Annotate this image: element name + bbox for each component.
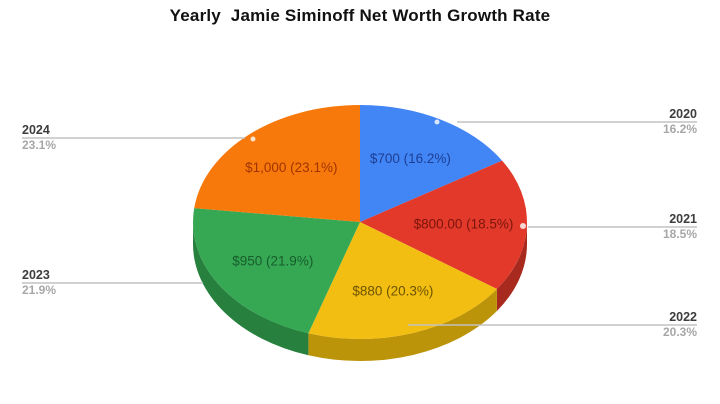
callout-year: 2023 bbox=[22, 268, 50, 282]
pie-slice-inner-label-2024: $1,000 (23.1%) bbox=[245, 160, 337, 175]
callout-2024: 2024 23.1% bbox=[22, 123, 56, 153]
chart-title: Yearly Jamie Siminoff Net Worth Growth R… bbox=[169, 6, 551, 25]
pie-slices bbox=[193, 105, 527, 340]
leader-lines bbox=[22, 121, 697, 326]
callout-2022: 2022 20.3% bbox=[663, 310, 697, 340]
sparkle-dot bbox=[188, 291, 194, 297]
callout-percent: 16.2% bbox=[662, 122, 697, 136]
callout-year: 2020 bbox=[669, 107, 697, 121]
pie-slice-side-2021 bbox=[496, 222, 527, 311]
callout-percent: 18.5% bbox=[662, 227, 697, 241]
pie-slice-2024 bbox=[194, 105, 360, 222]
pie-slice-inner-label-2020: $700 (16.2%) bbox=[370, 151, 451, 166]
pie-slice-2020 bbox=[360, 105, 503, 222]
pie-slice-2023 bbox=[193, 208, 360, 334]
pie-slice-inner-label-2022: $880 (20.3%) bbox=[352, 283, 433, 298]
callout-2021: 2021 18.5% bbox=[663, 212, 697, 242]
callout-year: 2022 bbox=[669, 310, 697, 324]
pie-slice-side-2023 bbox=[192, 222, 309, 356]
callout-year: 2021 bbox=[669, 212, 697, 226]
pie-slice-labels: $700 (16.2%) $800.00 (18.5%) $880 (20.3%) $… bbox=[232, 151, 513, 298]
callout-2020: 2020 16.2% bbox=[663, 107, 697, 137]
pie-slice-side-2022 bbox=[308, 289, 497, 362]
sparkle-dot bbox=[434, 119, 440, 125]
callout-2023: 2023 21.9% bbox=[22, 268, 56, 298]
sparkle-dot bbox=[520, 223, 526, 229]
sparkle-artifacts bbox=[188, 119, 526, 297]
pie-slice-2021 bbox=[360, 160, 527, 289]
pie-slice-inner-label-2023: $950 (21.9%) bbox=[232, 254, 313, 269]
callout-percent: 21.9% bbox=[22, 283, 57, 297]
pie-side-walls bbox=[192, 222, 527, 362]
callout-year: 2024 bbox=[22, 123, 50, 137]
callout-percent: 20.3% bbox=[662, 325, 697, 339]
pie-slice-2022 bbox=[308, 222, 497, 340]
sparkle-dot bbox=[250, 136, 256, 142]
callout-percent: 23.1% bbox=[22, 138, 57, 152]
pie-slice-inner-label-2021: $800.00 (18.5%) bbox=[414, 217, 514, 232]
